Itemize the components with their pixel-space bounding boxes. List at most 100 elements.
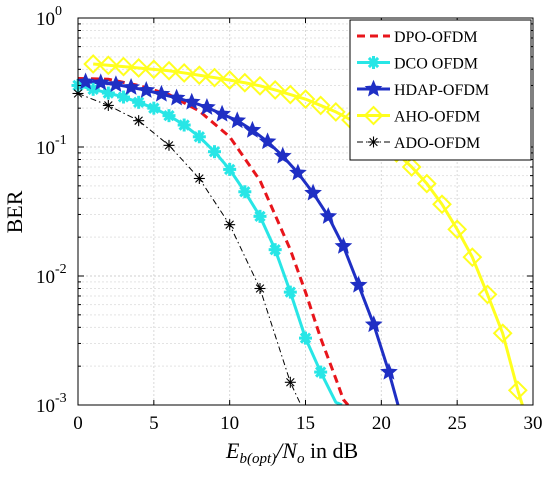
series-marker [107, 75, 125, 93]
legend-label: DCO OFDM [394, 56, 478, 73]
series-marker [98, 55, 119, 76]
series-marker [477, 284, 498, 305]
series-marker [507, 380, 528, 401]
series-marker [167, 88, 186, 106]
legend-label: DPO-OFDM [394, 29, 478, 46]
series-marker-stroke [286, 378, 295, 387]
legend-item: HDAP-OFDM [357, 79, 489, 99]
series-marker-shape [401, 157, 422, 177]
series-marker-stroke [369, 137, 378, 147]
series-marker-shape [143, 59, 164, 80]
series-marker-shape [137, 81, 156, 98]
series-marker-shape [91, 73, 110, 91]
x-tick-label: 20 [372, 413, 391, 434]
series-marker [137, 81, 156, 98]
series-marker [401, 157, 422, 177]
series-marker-stroke [87, 83, 99, 95]
series-marker [492, 323, 513, 344]
series-marker [234, 72, 255, 93]
series-marker-shape [416, 173, 437, 194]
series-marker-stroke [255, 284, 265, 293]
series-marker-shape [189, 65, 210, 86]
series-marker [254, 283, 266, 295]
series-marker-shape [128, 58, 149, 78]
legend-item: AHO-OFDM [357, 105, 480, 126]
series-marker [299, 331, 312, 345]
series-marker [177, 118, 191, 132]
series-marker [128, 58, 149, 78]
x-axis-ticks: 0 5 10 15 20 25 30 [73, 18, 543, 434]
series-marker [447, 219, 468, 240]
x-axis-label-main: E [225, 438, 240, 463]
y-tick-label: 100 [36, 4, 62, 30]
series-marker [304, 183, 322, 201]
series-marker-shape [122, 78, 140, 95]
series-marker [163, 139, 175, 151]
legend-label: AHO-OFDM [394, 109, 480, 126]
y-tick-label: 10-2 [36, 262, 67, 288]
series-marker-shape [228, 111, 247, 129]
series-marker-stroke [299, 332, 312, 344]
series-marker [102, 99, 114, 111]
legend-marker [368, 136, 379, 148]
series-marker-shape [304, 183, 322, 201]
legend-marker [367, 56, 380, 69]
x-axis-label-slash: / [274, 438, 284, 463]
series-marker-stroke [178, 119, 190, 131]
series-marker-shape [325, 102, 346, 122]
series-marker [238, 185, 252, 199]
series-line [85, 80, 400, 405]
series-marker-shape [447, 219, 468, 240]
series-marker-shape [364, 315, 383, 333]
series-marker-shape [159, 60, 179, 81]
series-marker-shape [213, 104, 231, 122]
series-marker-stroke [195, 174, 204, 183]
legend-marker [364, 79, 383, 97]
series-marker-stroke [164, 141, 174, 150]
series-marker-shape [182, 92, 201, 110]
series-marker [319, 207, 338, 224]
series-marker [273, 146, 292, 164]
x-axis-label: Eb(opt)/No in dB [225, 438, 358, 467]
x-axis-label-sub1: b(opt) [239, 451, 276, 467]
series-marker [416, 173, 437, 194]
series-marker [224, 219, 236, 231]
series-marker [133, 115, 145, 127]
y-tick-label: 10-1 [36, 133, 67, 159]
series-marker-stroke [254, 210, 266, 223]
legend-label: HDAP-OFDM [394, 82, 489, 99]
x-tick-label: 0 [73, 413, 83, 434]
series-marker-shape [98, 55, 119, 76]
legend-item: ADO-OFDM [357, 135, 480, 152]
series-marker [198, 98, 216, 115]
series-marker-shape [280, 84, 301, 105]
series-marker-stroke [225, 220, 234, 229]
series-marker-shape [174, 63, 195, 83]
series-marker-shape [273, 146, 292, 164]
x-axis-label-main2: N [281, 438, 298, 463]
series-marker [91, 73, 110, 91]
series-marker-shape [462, 247, 483, 268]
series-marker [380, 362, 398, 380]
series-marker-shape [250, 75, 270, 96]
series-marker-shape [258, 132, 277, 150]
series-marker [122, 78, 140, 95]
series-marker [193, 172, 205, 184]
series-marker-stroke [148, 102, 160, 114]
series-marker [132, 95, 146, 109]
series-marker [76, 72, 95, 90]
series-marker-shape [107, 75, 125, 93]
series-marker-stroke [269, 244, 281, 256]
series-marker [83, 54, 104, 74]
series-marker-stroke [284, 286, 296, 298]
y-axis-ticks: 100 10-1 10-2 10-3 [36, 4, 533, 417]
series-markers-group [76, 72, 398, 380]
legend-label: ADO-OFDM [394, 135, 480, 152]
legend: DPO-OFDM DCO OFDM HDAP-OFDM AHO-OFDM ADO-OFD… [349, 19, 532, 161]
series-marker [253, 209, 267, 223]
series-marker [250, 75, 270, 96]
series-marker-stroke [239, 186, 251, 198]
series-marker-shape [76, 72, 95, 90]
series-marker [147, 101, 161, 115]
